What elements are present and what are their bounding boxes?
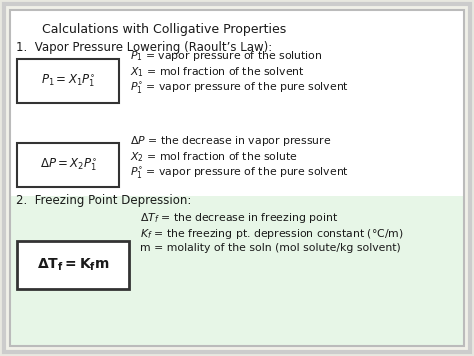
Bar (10, 10, 464, 196)
Text: 2.  Freezing Point Depression:: 2. Freezing Point Depression: (16, 194, 191, 207)
Text: $X_2$ = mol fraction of the solute: $X_2$ = mol fraction of the solute (130, 150, 298, 164)
Text: $X_1$ = mol fraction of the solvent: $X_1$ = mol fraction of the solvent (130, 65, 305, 79)
FancyBboxPatch shape (17, 59, 119, 103)
Text: $K_f$ = the freezing pt. depression constant (°C/m): $K_f$ = the freezing pt. depression cons… (140, 227, 404, 241)
Bar (10, 196, 464, 346)
Text: $\Delta P = X_2 P_1^{\circ}$: $\Delta P = X_2 P_1^{\circ}$ (39, 157, 96, 173)
Text: $P^{\circ}_1$ = vapor pressure of the pure solvent: $P^{\circ}_1$ = vapor pressure of the pu… (130, 81, 349, 96)
Text: $\mathbf{\Delta T_f = K_f m}$: $\mathbf{\Delta T_f = K_f m}$ (36, 257, 109, 273)
Text: Calculations with Colligative Properties: Calculations with Colligative Properties (30, 23, 286, 36)
Text: $P_1$ = vapor pressure of the solution: $P_1$ = vapor pressure of the solution (130, 49, 323, 63)
Text: $\Delta T_f$ = the decrease in freezing point: $\Delta T_f$ = the decrease in freezing … (140, 211, 338, 225)
FancyBboxPatch shape (17, 241, 129, 289)
Text: 1.  Vapor Pressure Lowering (Raoult’s Law):: 1. Vapor Pressure Lowering (Raoult’s Law… (16, 41, 272, 54)
Text: m = molality of the soln (mol solute/kg solvent): m = molality of the soln (mol solute/kg … (140, 243, 401, 253)
FancyBboxPatch shape (17, 143, 119, 187)
Text: $\Delta P$ = the decrease in vapor pressure: $\Delta P$ = the decrease in vapor press… (130, 134, 331, 148)
Text: $P_1 = X_1 P_1^{\circ}$: $P_1 = X_1 P_1^{\circ}$ (41, 73, 95, 89)
Text: $P^{\circ}_1$ = vapor pressure of the pure solvent: $P^{\circ}_1$ = vapor pressure of the pu… (130, 166, 349, 181)
